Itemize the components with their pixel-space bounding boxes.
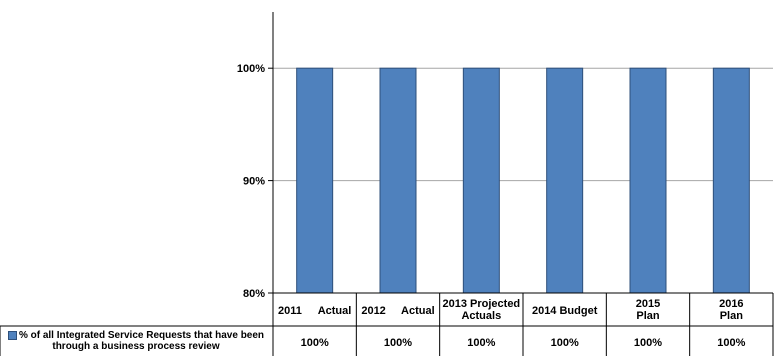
x-tick-label: 2015 xyxy=(636,298,660,310)
x-tick-label: 2014 Budget xyxy=(532,305,598,317)
x-tick-label: Actuals xyxy=(461,310,501,322)
y-tick-label: 80% xyxy=(243,288,265,300)
data-label: 100% xyxy=(551,337,579,349)
bar xyxy=(462,67,500,294)
y-tick-label: 90% xyxy=(243,176,265,188)
bar xyxy=(379,67,417,294)
bar xyxy=(296,67,334,294)
bar xyxy=(712,67,750,294)
data-label: 100% xyxy=(467,337,495,349)
data-label: 100% xyxy=(717,337,745,349)
bar xyxy=(546,67,584,294)
x-tick-label: 2012 xyxy=(361,305,385,317)
legend-entry: % of all Integrated Service Requests tha… xyxy=(0,328,272,356)
legend-label: % of all Integrated Service Requests tha… xyxy=(18,330,265,352)
x-tick-label: Actual xyxy=(318,305,352,317)
legend-swatch xyxy=(7,330,17,340)
x-tick-label: Actual xyxy=(401,305,435,317)
x-tick-label: Plan xyxy=(720,310,744,322)
x-tick-label: Plan xyxy=(636,310,660,322)
data-label: 100% xyxy=(301,337,329,349)
x-tick-label: 2013 Projected xyxy=(443,298,521,310)
y-tick-label: 100% xyxy=(237,63,265,75)
bar xyxy=(629,67,667,294)
data-label: 100% xyxy=(634,337,662,349)
data-label: 100% xyxy=(384,337,412,349)
x-tick-label: 2011 xyxy=(278,305,302,317)
x-tick-label: 2016 xyxy=(719,298,743,310)
